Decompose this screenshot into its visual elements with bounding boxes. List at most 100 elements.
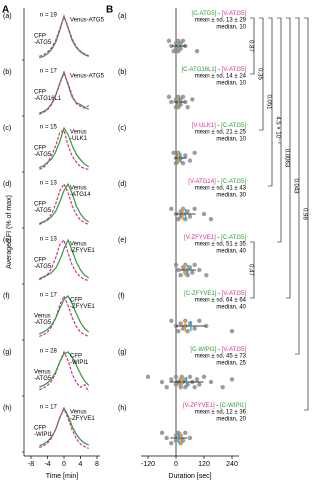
data-dot	[187, 158, 193, 163]
title-part: [V-ZFYVE1]	[183, 403, 215, 409]
n-label: n = 17	[40, 405, 58, 411]
p-value: 4.5 × 10⁻⁴	[274, 116, 281, 144]
x-axis-title: Duration [sec]	[168, 473, 211, 480]
data-dot	[185, 329, 190, 334]
data-dot	[197, 267, 202, 273]
comparison-title: [C-WIPI1] - [V-ATG5]	[190, 347, 246, 353]
x-tick-label: -4	[44, 461, 50, 468]
data-dot	[169, 99, 174, 105]
title-part: [V-ATG5]	[222, 67, 247, 73]
title-part: -	[216, 347, 221, 353]
series-label: CFP	[70, 354, 82, 360]
significance-bracket	[304, 17, 309, 411]
title-part: [C-ZFYVE1]	[184, 291, 217, 297]
row-label: (f)	[118, 293, 125, 300]
data-dot	[169, 318, 174, 323]
row-label: (e)	[3, 237, 12, 244]
data-dot	[208, 217, 214, 222]
row-label: (b)	[3, 69, 12, 76]
series-line	[39, 294, 89, 338]
series-label: -WIPI1	[70, 360, 89, 366]
row-label: (h)	[118, 405, 127, 412]
data-dot	[166, 94, 172, 100]
series-label: -WIPI1	[34, 432, 53, 438]
row-label: (g)	[3, 349, 12, 356]
data-dot	[164, 435, 169, 441]
data-dot	[204, 323, 209, 329]
series-label: -ATG5	[34, 40, 52, 46]
data-dot	[169, 441, 174, 446]
comparison-title: [C-ATG16L1] - [V-ATG5]	[182, 67, 247, 73]
data-dot	[190, 270, 195, 275]
stats-label: mean ± sd, 21 ± 25	[195, 130, 247, 136]
series-line	[39, 13, 89, 59]
comparison-title: [V-ZFYVE1] - [C-ATG5]	[184, 235, 246, 241]
p-value: 0.35	[256, 68, 262, 80]
series-label: Venus-ATG5	[70, 18, 105, 24]
row-label: (c)	[118, 125, 126, 132]
data-dot	[180, 94, 186, 100]
comparison-title: [C-ZFYVE1] - [V-ATG5]	[184, 291, 246, 297]
series-line	[39, 129, 89, 170]
data-dot	[187, 374, 193, 379]
data-dot	[173, 262, 179, 267]
significance-bracket	[268, 17, 273, 187]
data-dot	[187, 435, 193, 441]
series-label: CFP	[34, 90, 46, 96]
series-label: CFP	[34, 34, 46, 40]
data-dot	[180, 161, 186, 166]
x-tick-label: 4	[79, 461, 83, 468]
data-dot	[187, 214, 193, 219]
series-line	[39, 295, 90, 335]
title-part: [V-ULK1]	[192, 123, 216, 129]
series-label: -ZFYVE1	[70, 248, 95, 254]
comparison-title: [V-ATG14] - [C-ATG5]	[188, 179, 246, 185]
n-label: n = 17	[40, 69, 58, 75]
data-dot	[180, 38, 186, 43]
series-label: CFP	[70, 298, 82, 304]
n-label: n = 13	[40, 237, 58, 243]
y-axis-title: Averaged FI (% of max)	[6, 195, 13, 269]
significance-bracket	[250, 17, 255, 75]
title-part: [V-ATG5]	[222, 11, 247, 17]
n-label: n = 19	[40, 13, 58, 19]
p-value: 0.0063	[283, 149, 289, 168]
data-dot	[166, 38, 172, 43]
significance-bracket	[250, 241, 255, 299]
p-value: 0.47	[247, 264, 253, 276]
x-axis-title: Time [min]	[46, 473, 78, 480]
series-label: Venus	[70, 242, 87, 248]
comparison-title: [V-ULK1] - [C-ATG5]	[192, 123, 247, 129]
data-dot	[190, 97, 195, 102]
series-label: CFP	[34, 202, 46, 208]
title-part: [V-ATG14]	[188, 179, 216, 185]
data-dot	[192, 385, 197, 390]
series-label: -ZFYVE1	[70, 416, 95, 422]
series-line	[39, 71, 90, 115]
median-label: median, 10	[216, 25, 246, 31]
data-dot	[192, 262, 197, 267]
series-label: -ATG14	[70, 192, 91, 198]
x-tick-label: 8	[95, 461, 99, 468]
data-dot	[187, 265, 193, 270]
median-label: median, 20	[216, 417, 246, 423]
stats-label: mean ± sd, 12 ± 36	[195, 410, 247, 416]
series-label: Venus-ATG5	[70, 74, 105, 80]
series-label: Venus	[70, 410, 87, 416]
series-line	[39, 15, 89, 58]
row-label: (d)	[3, 181, 12, 188]
data-dot	[176, 267, 181, 273]
data-dot	[194, 377, 200, 382]
series-label: -ATG5	[34, 320, 52, 326]
stats-label: mean ± sd, 45 ± 73	[195, 354, 247, 360]
series-label: CFP	[34, 426, 46, 432]
data-dot	[176, 329, 181, 334]
title-part: -	[216, 67, 221, 73]
row-label: (c)	[3, 125, 11, 132]
row-label: (g)	[118, 349, 127, 356]
data-dot	[204, 273, 209, 278]
title-part: [C-WIPI1]	[220, 403, 246, 409]
title-part: -	[216, 11, 221, 17]
data-dot	[185, 209, 190, 214]
